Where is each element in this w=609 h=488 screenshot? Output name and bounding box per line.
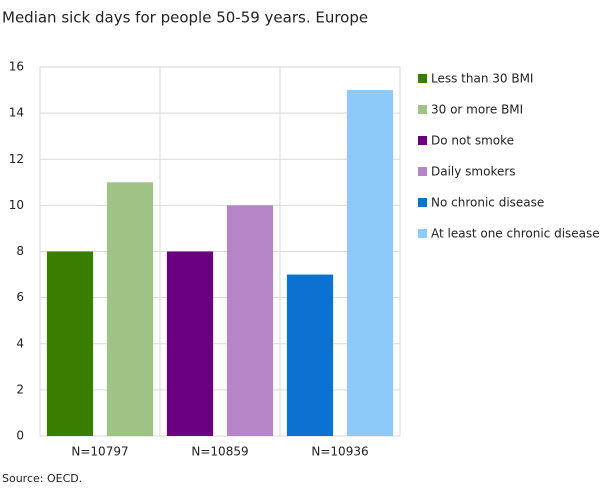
legend-label: No chronic disease — [431, 196, 544, 210]
bar — [286, 274, 334, 436]
legend-swatch — [418, 229, 427, 238]
y-tick-label: 6 — [16, 290, 24, 304]
y-tick-label: 12 — [9, 152, 24, 166]
legend-swatch — [418, 105, 427, 114]
bar — [106, 182, 154, 436]
x-tick-label: N=10797 — [71, 445, 128, 459]
legend-label: Daily smokers — [431, 165, 516, 179]
source-note: Source: OECD. — [2, 472, 82, 485]
bar — [46, 251, 94, 436]
legend-swatch — [418, 198, 427, 207]
legend-label: Less than 30 BMI — [431, 72, 533, 86]
y-tick-label: 4 — [16, 336, 24, 350]
legend-swatch — [418, 167, 427, 176]
y-tick-label: 14 — [9, 106, 24, 120]
y-tick-label: 0 — [16, 429, 24, 443]
bar — [166, 251, 214, 436]
legend-swatch — [418, 136, 427, 145]
legend-swatch — [418, 74, 427, 83]
chart-title: Median sick days for people 50-59 years.… — [2, 9, 368, 27]
x-tick-label: N=10859 — [191, 445, 248, 459]
legend-label: At least one chronic disease — [431, 227, 600, 241]
y-tick-label: 10 — [9, 198, 24, 212]
legend-label: Do not smoke — [431, 134, 514, 148]
y-tick-label: 8 — [16, 244, 24, 258]
bar — [226, 205, 274, 436]
x-tick-label: N=10936 — [311, 445, 368, 459]
y-tick-label: 16 — [9, 60, 24, 74]
y-tick-label: 2 — [16, 382, 24, 396]
bar — [346, 90, 394, 436]
legend-label: 30 or more BMI — [431, 103, 523, 117]
